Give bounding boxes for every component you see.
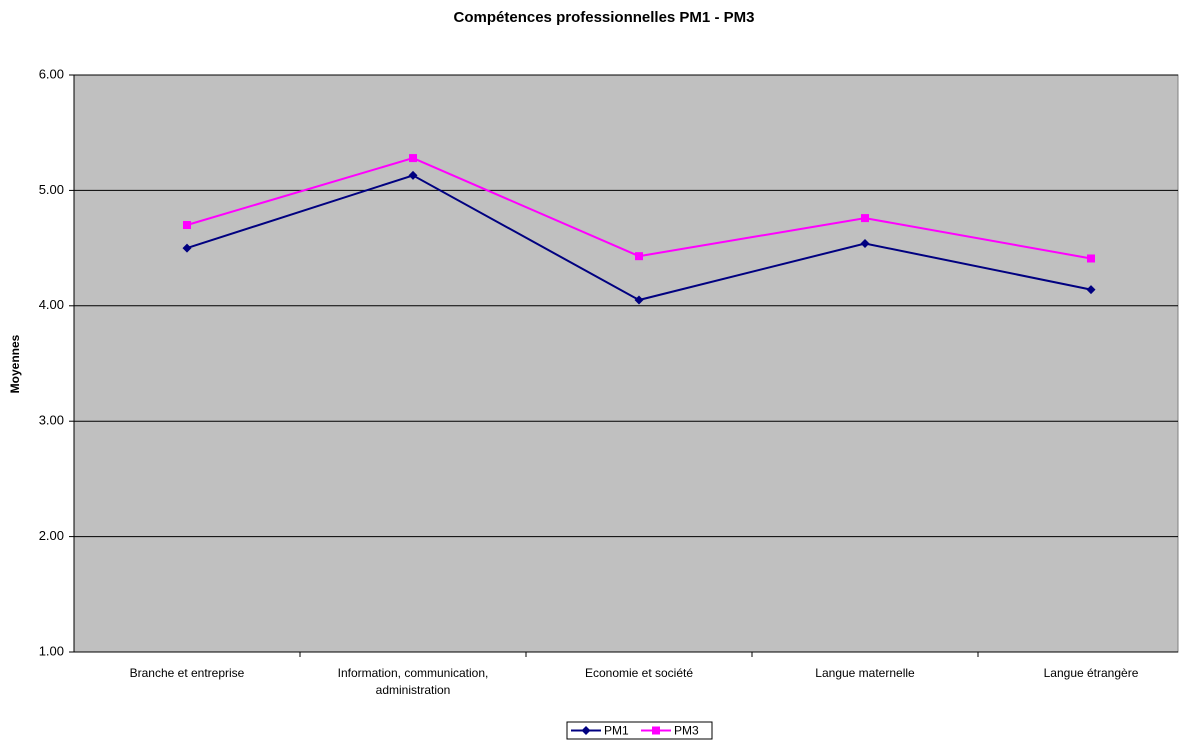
y-axis-label: Moyennes bbox=[8, 334, 22, 393]
x-tick-label: Branche et entreprise bbox=[129, 666, 245, 680]
x-tick-label: Langue étrangère bbox=[1043, 666, 1139, 680]
marker bbox=[1087, 254, 1095, 263]
marker bbox=[652, 726, 660, 735]
marker bbox=[581, 726, 591, 735]
y-tick-label: 5.00 bbox=[39, 182, 64, 197]
plot-area bbox=[73, 74, 1179, 653]
y-tick-label: 6.00 bbox=[39, 66, 64, 81]
x-tick-label: Economie et société bbox=[584, 666, 694, 680]
marker bbox=[182, 243, 192, 253]
marker bbox=[409, 154, 417, 163]
x-tick-label: Information, communication, administrati… bbox=[337, 666, 489, 697]
y-tick-label: 4.00 bbox=[39, 297, 64, 312]
legend-label: PM1 bbox=[604, 724, 629, 738]
marker bbox=[183, 221, 191, 230]
legend-box bbox=[566, 721, 713, 740]
y-tick-label: 1.00 bbox=[39, 643, 64, 658]
legend-label: PM3 bbox=[674, 724, 699, 738]
chart-title: Compétences professionnelles PM1 - PM3 bbox=[454, 9, 755, 26]
marker bbox=[860, 238, 870, 248]
y-tick-label: 2.00 bbox=[39, 528, 64, 543]
marker bbox=[634, 295, 644, 305]
y-tick-label: 3.00 bbox=[39, 413, 64, 428]
marker bbox=[408, 170, 418, 180]
marker bbox=[1086, 285, 1096, 295]
marker bbox=[861, 214, 869, 223]
marker bbox=[635, 252, 643, 261]
x-tick-label: Langue maternelle bbox=[815, 666, 915, 680]
